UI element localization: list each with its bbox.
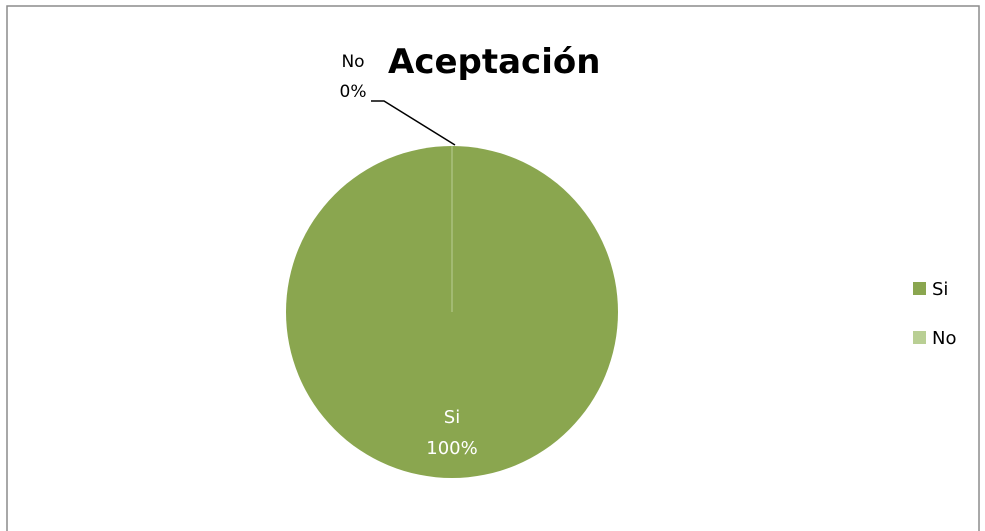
- data-label-no-category: No: [341, 52, 364, 72]
- legend: Si No: [913, 279, 956, 349]
- legend-label-si: Si: [932, 279, 948, 300]
- data-label-si-category: Si: [444, 407, 460, 428]
- no-leader-line: [371, 100, 456, 146]
- legend-swatch-si: [913, 282, 926, 295]
- legend-label-no: No: [932, 328, 956, 349]
- data-label-si-percent: 100%: [426, 438, 477, 459]
- pie-slices: [286, 146, 618, 478]
- data-label-no-percent: 0%: [340, 82, 367, 102]
- chart-title: Aceptación: [388, 42, 600, 82]
- legend-swatch-no: [913, 331, 926, 344]
